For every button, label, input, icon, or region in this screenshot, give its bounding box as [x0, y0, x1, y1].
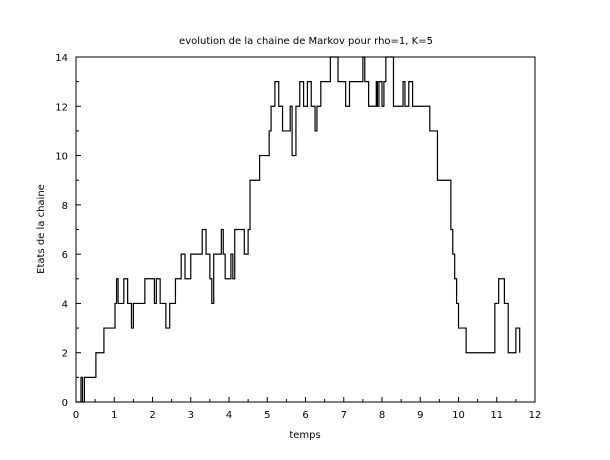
y-tick-label: 6 — [62, 250, 68, 261]
x-axis: 0 1 2 3 4 5 6 7 8 9 10 11 12 — [73, 397, 542, 421]
x-tick-label: 1 — [111, 410, 117, 421]
x-tick-label: 6 — [302, 410, 308, 421]
y-tick-label: 2 — [62, 349, 68, 360]
x-tick-label: 10 — [452, 410, 465, 421]
x-tick-label: 7 — [341, 410, 347, 421]
x-tick-label: 4 — [226, 410, 232, 421]
y-tick-label: 10 — [55, 152, 68, 163]
x-tick-label: 11 — [490, 410, 503, 421]
x-tick-label: 8 — [379, 410, 385, 421]
x-tick-label: 3 — [188, 410, 194, 421]
y-tick-label: 8 — [62, 201, 68, 212]
x-tick-label: 2 — [149, 410, 155, 421]
x-tick-label: 12 — [529, 410, 542, 421]
series-line — [76, 56, 521, 403]
y-tick-label: 12 — [55, 102, 68, 113]
x-axis-label: temps — [289, 430, 320, 441]
y-tick-label: 4 — [62, 299, 68, 310]
y-axis-label: Etats de la chaine — [36, 184, 47, 274]
y-tick-label: 0 — [62, 398, 68, 409]
y-tick-label: 14 — [55, 53, 68, 64]
x-tick-label: 9 — [417, 410, 423, 421]
x-tick-label: 5 — [264, 410, 270, 421]
y-axis: 0 2 4 6 8 10 12 14 — [55, 53, 81, 409]
chart-title: evolution de la chaine de Markov pour rh… — [179, 36, 433, 47]
x-tick-label: 0 — [73, 410, 79, 421]
